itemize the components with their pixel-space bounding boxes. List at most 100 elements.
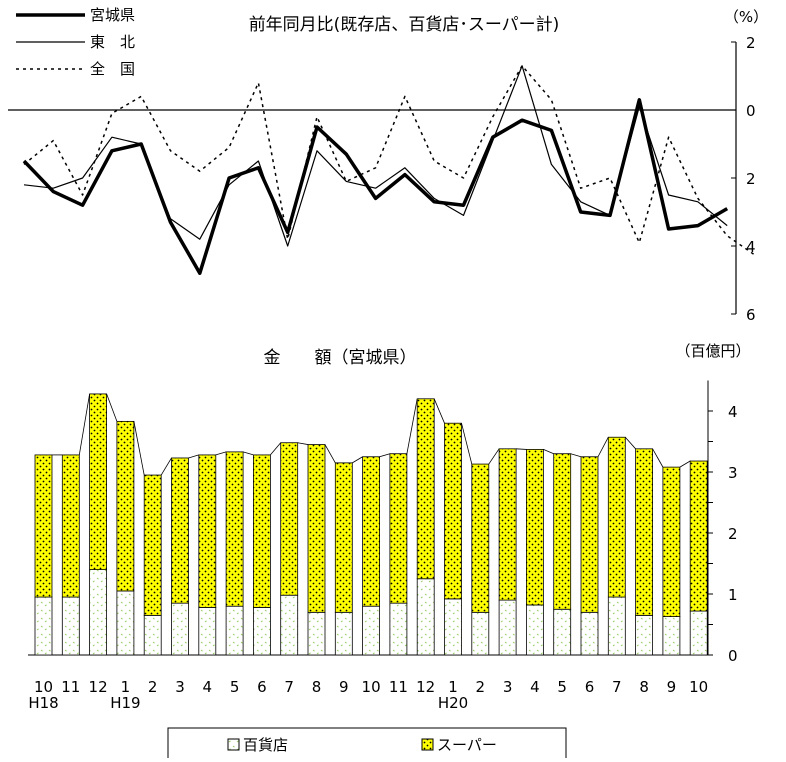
bar-super: [143, 474, 162, 616]
bar-connector: [625, 436, 636, 450]
bar-y-tick-label: 4: [728, 403, 738, 421]
line-series-miyagi: [22, 98, 729, 275]
bar-dept: [444, 598, 462, 656]
bar-chart-unit: （百億円）: [675, 342, 750, 360]
bar-super: [61, 454, 80, 598]
bar-chart-series: [34, 393, 708, 656]
bar-y-tick-label: 0: [728, 647, 738, 665]
bar-super: [471, 463, 490, 613]
legend-label-dept: 百貨店: [243, 736, 288, 754]
bar-super: [171, 457, 189, 604]
line-y-tick-label: 4: [746, 238, 756, 256]
bar-connector: [78, 393, 90, 455]
bar-super: [280, 442, 299, 596]
bar-connector: [679, 460, 691, 468]
line-chart-unit: （%）: [724, 8, 768, 26]
bar-connector: [379, 453, 391, 458]
bar-dept: [225, 605, 244, 656]
bar-connector: [242, 451, 254, 456]
bar-super: [498, 448, 517, 601]
bar-connector: [543, 449, 554, 455]
line-y-tick-label: 6: [746, 306, 756, 324]
bar-y-tick-label: 2: [728, 525, 738, 543]
bar-x-tick-label: 1: [121, 678, 131, 696]
bar-dept: [498, 599, 517, 656]
line-chart-title: 前年同月比(既存店、百貨店･スーパー計): [249, 15, 560, 35]
legend-label-zenkoku: 全 国: [90, 60, 135, 78]
bar-x-tick-label: 5: [557, 678, 567, 696]
bar-connector: [570, 453, 582, 458]
bar-year-label: H18: [28, 694, 58, 712]
bar-super: [116, 420, 135, 592]
bar-x-tick-label: 7: [612, 678, 622, 696]
bar-x-tick-label: 4: [203, 678, 213, 696]
bar-dept: [580, 611, 599, 656]
bar-x-tick-label: 9: [339, 678, 349, 696]
bar-connector: [160, 457, 172, 476]
bar-connector: [297, 442, 309, 445]
bar-year-label: H20: [438, 694, 468, 712]
bar-x-tick-label: 10: [689, 678, 708, 696]
legend-swatch-super: [421, 738, 434, 751]
bar-connector: [188, 454, 199, 459]
bar-dept: [280, 594, 299, 656]
bar-super: [526, 449, 544, 606]
bar-connector: [516, 448, 527, 450]
bar-y-tick-label: 1: [728, 586, 738, 604]
bar-dept: [607, 596, 626, 656]
bar-connector: [461, 423, 473, 465]
bar-dept: [635, 614, 653, 656]
bar-super: [607, 436, 626, 598]
bar-dept: [116, 590, 135, 656]
bar-super: [689, 460, 708, 612]
bar-connector: [488, 448, 500, 465]
bar-super: [252, 454, 271, 608]
bar-connector: [652, 448, 664, 468]
bar-x-tick-label: 10: [34, 678, 53, 696]
bar-dept: [416, 578, 435, 656]
bar-connector: [352, 456, 363, 464]
bar-x-tick-label: 10: [362, 678, 381, 696]
bar-x-tick-label: 5: [230, 678, 240, 696]
bar-super: [89, 393, 107, 571]
bar-super: [635, 448, 653, 616]
bar-dept: [471, 611, 490, 656]
bar-connector: [324, 444, 336, 464]
legend-label-tohoku: 東 北: [90, 33, 135, 51]
legend-swatch-dept: [227, 738, 240, 751]
bar-dept: [553, 608, 572, 656]
bar-x-tick-label: 2: [148, 678, 158, 696]
bar-dept: [61, 596, 80, 656]
bar-super: [34, 454, 53, 598]
bar-x-tick-label: 9: [667, 678, 677, 696]
legend-label-super: スーパー: [437, 736, 497, 754]
bar-connector: [433, 398, 445, 424]
bar-dept: [89, 569, 107, 656]
bar-dept: [689, 610, 708, 656]
bar-super: [416, 398, 435, 580]
bar-chart-title: 金 額（宮城県）: [264, 348, 417, 368]
bar-x-tick-label: 11: [389, 678, 408, 696]
bar-x-tick-label: 8: [639, 678, 649, 696]
bar-super: [334, 462, 353, 613]
bar-x-tick-label: 11: [61, 678, 80, 696]
bar-x-tick-label: 12: [89, 678, 108, 696]
bar-dept: [362, 605, 381, 656]
bar-x-tick-label: 4: [530, 678, 540, 696]
bar-dept: [334, 611, 353, 656]
bar-connector: [215, 451, 227, 456]
bar-x-tick-label: 1: [448, 678, 458, 696]
bar-super: [198, 454, 217, 608]
bar-dept: [662, 616, 681, 656]
line-y-tick-label: 0: [746, 102, 756, 120]
bar-super: [580, 456, 599, 613]
bar-dept: [171, 602, 189, 656]
legend-label-miyagi: 宮城県: [90, 6, 135, 24]
bar-x-tick-label: 12: [416, 678, 435, 696]
bar-super: [553, 453, 572, 610]
bar-x-tick-label: 6: [585, 678, 595, 696]
bar-dept: [307, 611, 326, 656]
bar-super: [444, 422, 462, 600]
